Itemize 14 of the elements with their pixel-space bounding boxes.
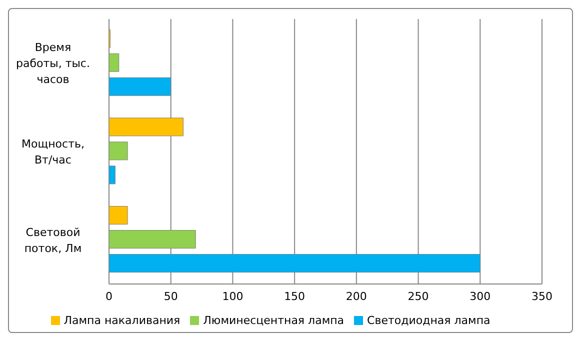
x-tick-label: 300 xyxy=(470,290,491,303)
legend-label: Лампа накаливания xyxy=(64,314,180,327)
y-tick-label: Световой поток, Лм xyxy=(24,226,82,255)
legend-label: Люминесцентная лампа xyxy=(203,314,344,327)
y-tick-label: Время работы, тыс. часов xyxy=(16,41,90,86)
legend-label: Светодиодная лампа xyxy=(367,314,490,327)
x-tick-label: 200 xyxy=(346,290,367,303)
x-tick-label: 150 xyxy=(284,290,306,303)
x-tick-label: 100 xyxy=(222,290,244,303)
x-tick-label: 0 xyxy=(106,290,112,303)
y-tick-label: Мощность, Вт/час xyxy=(22,138,84,166)
x-tick-label: 350 xyxy=(532,290,552,303)
x-tick-label: 250 xyxy=(408,290,429,303)
x-tick-label: 50 xyxy=(164,290,178,303)
